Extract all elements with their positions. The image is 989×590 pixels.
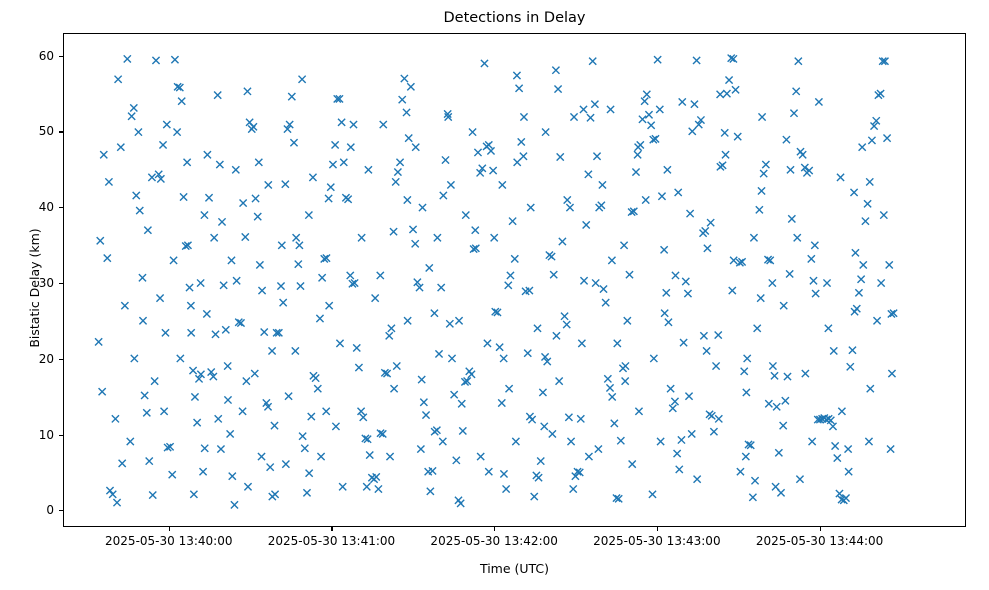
page-title: Detections in Delay <box>443 10 586 26</box>
scatter-series <box>94 54 898 509</box>
y-tick-mark <box>59 131 63 133</box>
plot-area <box>63 33 966 527</box>
y-tick-mark <box>59 207 63 209</box>
y-tick-label: 0 <box>46 503 54 518</box>
x-axis-label: Time (UTC) <box>479 561 550 576</box>
x-tick-label: 2025-05-30 13:41:00 <box>267 534 396 548</box>
y-tick-label: 10 <box>38 427 54 442</box>
y-tick-mark <box>59 55 63 57</box>
y-tick-mark <box>59 510 63 512</box>
y-tick-label: 50 <box>38 124 54 139</box>
x-tick-label: 2025-05-30 13:40:00 <box>105 534 233 548</box>
x-tick-label: 2025-05-30 13:42:00 <box>430 534 558 548</box>
x-tick-mark <box>494 527 496 531</box>
x-tick-mark <box>331 527 333 531</box>
x-tick-mark <box>819 527 821 531</box>
y-tick-label: 30 <box>38 276 54 291</box>
y-axis-label: Bistatic Delay (km) <box>27 228 42 348</box>
y-tick-label: 40 <box>38 200 54 215</box>
x-tick-label: 2025-05-30 13:43:00 <box>593 534 721 548</box>
y-tick-mark <box>59 434 63 436</box>
y-tick-label: 20 <box>38 351 54 366</box>
x-tick-mark <box>656 527 658 531</box>
y-tick-mark <box>59 283 63 285</box>
x-tick-mark <box>168 527 170 531</box>
y-tick-label: 60 <box>38 48 54 63</box>
x-tick-label: 2025-05-30 13:44:00 <box>755 534 884 548</box>
y-tick-mark <box>59 358 63 360</box>
